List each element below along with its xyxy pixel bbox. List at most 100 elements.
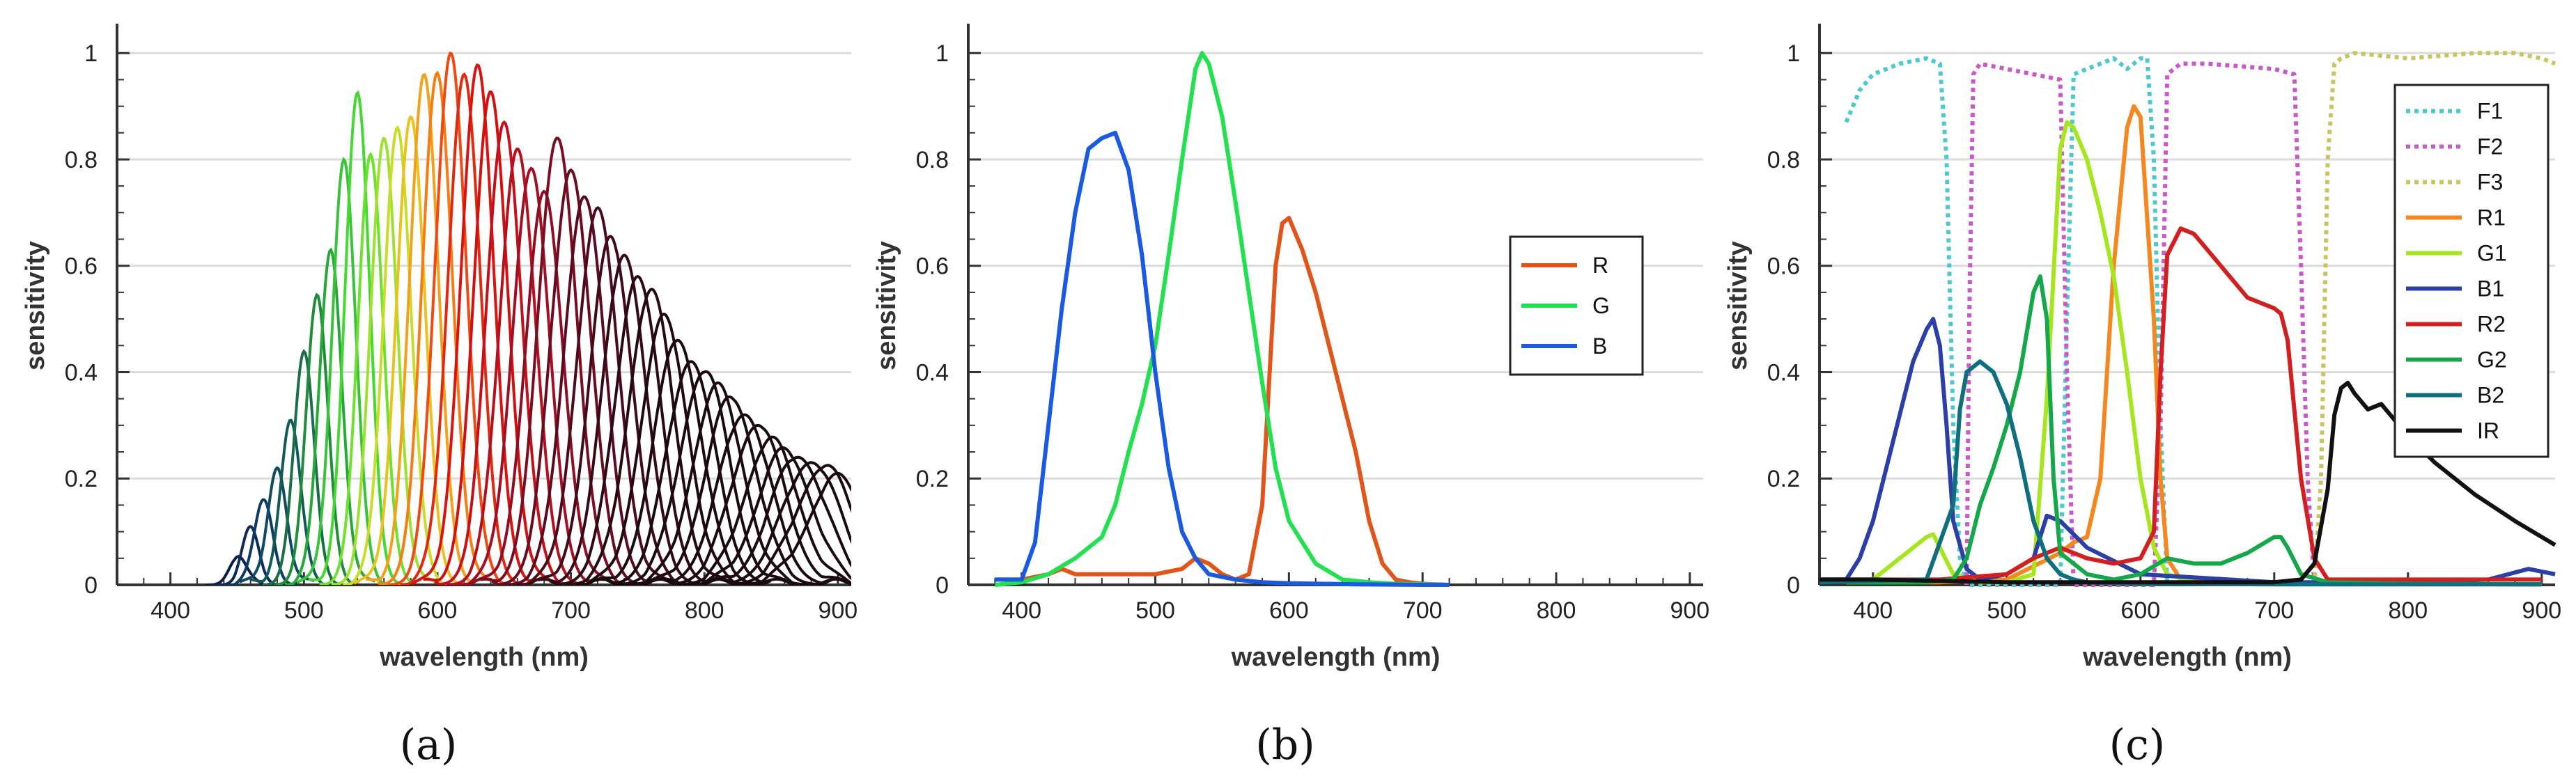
panel-label: (c)	[2109, 721, 2165, 769]
y-tick-label: 0.8	[916, 147, 949, 173]
legend-label-G2: G2	[2477, 347, 2507, 373]
y-tick-label: 0	[84, 572, 98, 599]
x-axis-label: wavelength (nm)	[2082, 643, 2292, 672]
series-line-nb-550	[319, 151, 422, 585]
series-line-G2	[1846, 274, 2542, 587]
x-tick-label: 800	[2388, 597, 2428, 624]
panel-label: (a)	[400, 721, 458, 769]
x-tick-label: 700	[2254, 597, 2294, 624]
x-tick-label: 800	[685, 597, 724, 624]
x-tick-label: 700	[551, 597, 591, 624]
series-line-nb-810	[618, 381, 816, 585]
series-line-nb-720	[515, 205, 680, 585]
series-line-nb-600	[376, 70, 499, 585]
y-tick-label: 0	[936, 572, 949, 599]
legend-label-B1: B1	[2477, 276, 2504, 301]
y-axis-label: sensitivity	[21, 241, 50, 370]
y-tick-label: 1	[1787, 40, 1800, 67]
x-tick-label: 700	[1403, 597, 1443, 624]
panel-label: (b)	[1255, 721, 1314, 769]
chart-panel-c: 400 500 600 700 800 900 0 0.2 0.4 0.6 0.8 1 waveleng…	[1723, 24, 2561, 672]
y-tick-label: 0.8	[1767, 147, 1800, 173]
y-tick-label: 0	[1787, 572, 1800, 599]
series-line-nb-820	[630, 395, 832, 585]
x-tick-label: 600	[2120, 597, 2160, 624]
series-line-nb-510	[274, 292, 360, 585]
y-tick-label: 0.4	[916, 359, 949, 386]
x-axis-label: wavelength (nm)	[379, 643, 589, 672]
y-tick-label: 1	[936, 40, 949, 67]
y-tick-label: 0.2	[65, 466, 98, 492]
y-tick-label: 0.4	[65, 359, 98, 386]
x-tick-label: 400	[1853, 597, 1893, 624]
legend-label-F1: F1	[2477, 99, 2503, 124]
legend-label-IR: IR	[2477, 418, 2499, 444]
series-line-nb-700	[491, 168, 651, 585]
series-line-nb-610	[389, 52, 512, 585]
x-tick-label: 500	[284, 597, 324, 624]
x-axis-label: wavelength (nm)	[1231, 643, 1441, 672]
series-line-R	[995, 216, 1450, 587]
y-tick-label: 0.8	[65, 147, 98, 173]
chart-panel-a: 400 500 600 700 800 900 0 0.2 0.4 0.6 0.8 1 waveleng…	[21, 24, 858, 672]
series-line-nb-540	[308, 90, 406, 585]
series-line-G	[995, 51, 1450, 587]
y-tick-label: 1	[84, 40, 98, 67]
series-line-nb-660	[446, 147, 589, 585]
x-tick-label: 900	[818, 597, 858, 624]
x-tick-label: 400	[1002, 597, 1041, 624]
series-line-nb-530	[296, 156, 391, 585]
legend-box	[2393, 84, 2550, 458]
legend: RGB	[1509, 235, 1644, 376]
series-line-nb-890	[709, 464, 851, 585]
x-tick-label: 600	[418, 597, 458, 624]
legend-label-F2: F2	[2477, 134, 2503, 159]
y-axis-label: sensitivity	[872, 241, 901, 370]
y-tick-label: 0.6	[916, 253, 949, 280]
x-tick-label: 500	[1135, 597, 1175, 624]
y-tick-label: 0.2	[1767, 466, 1800, 492]
series-line-nb-880	[699, 461, 851, 585]
series-line-nb-830	[641, 413, 848, 585]
series-line-nb-560	[331, 136, 437, 585]
x-tick-label: 500	[1987, 597, 2026, 624]
y-tick-label: 0.2	[916, 466, 949, 492]
x-tick-label: 600	[1269, 597, 1309, 624]
y-tick-label: 0.4	[1767, 359, 1800, 386]
legend: F1 F2 F3 R1 G1 B1 R2 G2 B2 IR	[2393, 84, 2550, 458]
legend-label-G: G	[1592, 293, 1610, 318]
legend-label-G1: G1	[2477, 241, 2507, 266]
series-line-nb-770	[572, 313, 756, 585]
series-line-nb-500	[262, 349, 346, 585]
series-line-nb-480	[238, 466, 315, 583]
x-tick-label: 400	[150, 597, 190, 624]
legend-label-B: B	[1592, 334, 1607, 359]
series-line-nb-870	[687, 455, 851, 585]
chart-panel-b: 400 500 600 700 800 900 0 0.2 0.4 0.6 0.8 1 waveleng…	[872, 24, 1709, 672]
series-line-nb-470	[228, 498, 300, 585]
series-line-nb-840	[652, 423, 851, 585]
series-line-nb-860	[676, 446, 851, 585]
y-tick-label: 0.6	[65, 253, 98, 280]
series-line-nb-710	[504, 195, 665, 585]
legend-label-F3: F3	[2477, 170, 2503, 195]
x-tick-label: 900	[2522, 597, 2561, 624]
series-line-nb-650	[434, 120, 574, 585]
legend-label-R: R	[1592, 253, 1608, 278]
legend-label-R1: R1	[2477, 205, 2506, 230]
series-line-F3	[2312, 51, 2556, 586]
x-tick-label: 800	[1537, 597, 1576, 624]
x-tick-label: 900	[1670, 597, 1709, 624]
series-line-nb-620	[400, 72, 527, 585]
series-line-nb-640	[423, 90, 559, 585]
series-line-B	[995, 130, 1450, 587]
legend-label-B2: B2	[2477, 383, 2504, 408]
series-line-G1	[1846, 120, 2542, 587]
series-line-nb-730	[526, 235, 695, 585]
series-line-nb-780	[584, 338, 772, 585]
legend-label-R2: R2	[2477, 312, 2506, 337]
series-line-nb-670	[457, 166, 604, 585]
series-line-nb-850	[664, 435, 851, 585]
series-line-nb-580	[353, 115, 467, 585]
